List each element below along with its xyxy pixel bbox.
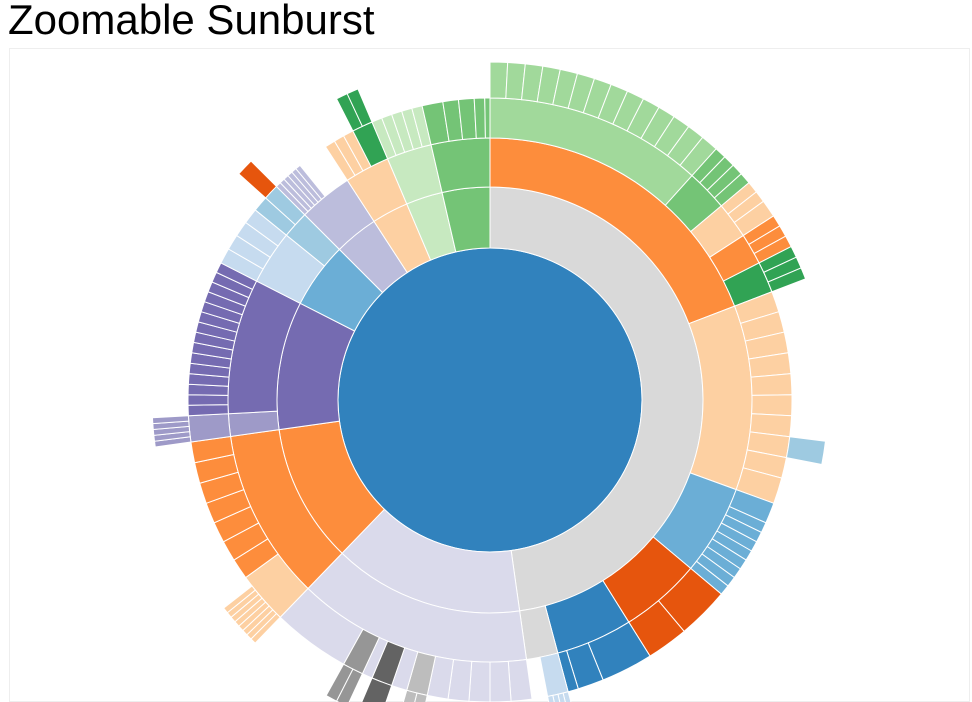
arc — [238, 160, 278, 199]
arc — [484, 97, 491, 139]
arc — [187, 413, 232, 443]
sunburst — [151, 61, 827, 702]
arc — [430, 137, 491, 194]
arc — [751, 394, 793, 417]
chart-title: Zoomable Sunburst — [8, 0, 375, 43]
center — [337, 247, 643, 553]
arc — [295, 164, 326, 201]
arc — [785, 436, 827, 466]
arc — [402, 689, 418, 702]
arc — [489, 61, 509, 99]
arc — [468, 660, 491, 702]
arc — [473, 97, 486, 139]
arc — [187, 394, 229, 406]
arc — [547, 694, 555, 702]
arc — [750, 373, 793, 396]
arc — [507, 658, 533, 702]
arc — [187, 404, 229, 417]
arc — [489, 660, 512, 702]
arc — [222, 585, 257, 614]
